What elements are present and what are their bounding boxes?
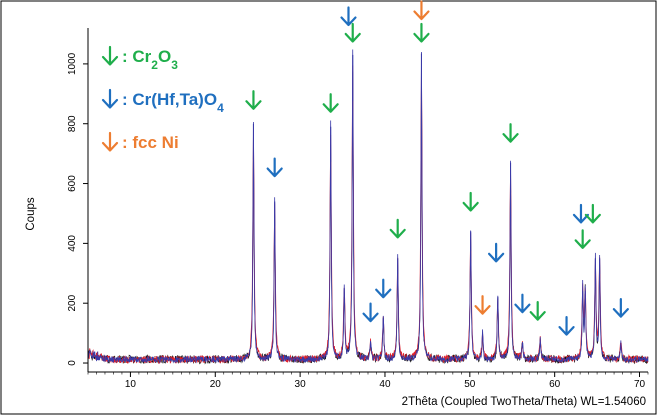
peak-marks	[252, 53, 622, 348]
phase-marker-crhftao4	[488, 242, 505, 263]
y-axis-title: Coups	[25, 197, 37, 230]
legend-arrow-fccni	[101, 131, 119, 152]
phase-marker-crhftao4	[375, 278, 392, 299]
x-tick-label: 10	[125, 379, 137, 390]
y-tick-label: 600	[67, 175, 78, 192]
phase-marker-crhftao4	[340, 6, 357, 27]
phase-marker-cr2o3	[529, 301, 546, 321]
legend: : Cr2O3 : Cr(Hf,Ta)O4 : fcc Ni	[101, 45, 224, 152]
phase-marker-cr2o3	[389, 218, 406, 239]
y-tick-label: 1000	[67, 52, 78, 75]
phase-marker-cr2o3	[462, 191, 479, 212]
phase-marker-cr2o3	[322, 93, 339, 113]
phase-marker-crhftao4	[514, 293, 531, 314]
legend-arrow-crhftao4	[101, 88, 119, 109]
phase-marker-crhftao4	[612, 298, 629, 318]
phase-marker-fccni	[413, 0, 430, 21]
legend-entry-fccni: : fcc Ni	[122, 133, 179, 152]
phase-marker-crhftao4	[572, 203, 590, 224]
phase-markers	[245, 0, 629, 336]
x-axis-title: 2Thêta (Coupled TwoTheta/Theta) WL=1.540…	[402, 396, 646, 408]
x-tick-label: 60	[549, 379, 561, 390]
phase-marker-cr2o3	[574, 229, 591, 249]
legend-entry-cr2o3: : Cr2O3	[122, 47, 178, 72]
y-tick-label: 0	[67, 360, 78, 366]
legend-arrow-cr2o3	[101, 45, 119, 66]
y-tick-label: 400	[67, 235, 78, 252]
x-tick-label: 40	[379, 379, 391, 390]
x-tick-label: 30	[295, 379, 307, 390]
axes: 10 20 30 40 50 60 70 0 200 400 600 800 1000	[67, 28, 649, 390]
phase-marker-crhftao4	[558, 316, 575, 336]
phase-marker-cr2o3	[502, 123, 519, 143]
phase-marker-cr2o3	[584, 203, 601, 224]
phase-marker-cr2o3	[245, 90, 262, 110]
legend-entry-crhftao4: : Cr(Hf,Ta)O4	[122, 90, 224, 115]
x-tick-label: 70	[634, 379, 646, 390]
phase-marker-crhftao4	[362, 302, 379, 323]
phase-marker-fccni	[474, 295, 491, 315]
trace-blue	[87, 49, 649, 364]
y-tick-label: 200	[67, 294, 78, 311]
x-tick-label: 20	[210, 379, 222, 390]
phase-marker-cr2o3	[344, 22, 361, 43]
phase-marker-cr2o3	[413, 22, 430, 43]
phase-marker-crhftao4	[266, 157, 283, 178]
x-tick-label: 50	[464, 379, 476, 390]
trace-red	[87, 63, 649, 365]
y-tick-label: 800	[67, 115, 78, 132]
diffraction-traces	[87, 49, 649, 365]
